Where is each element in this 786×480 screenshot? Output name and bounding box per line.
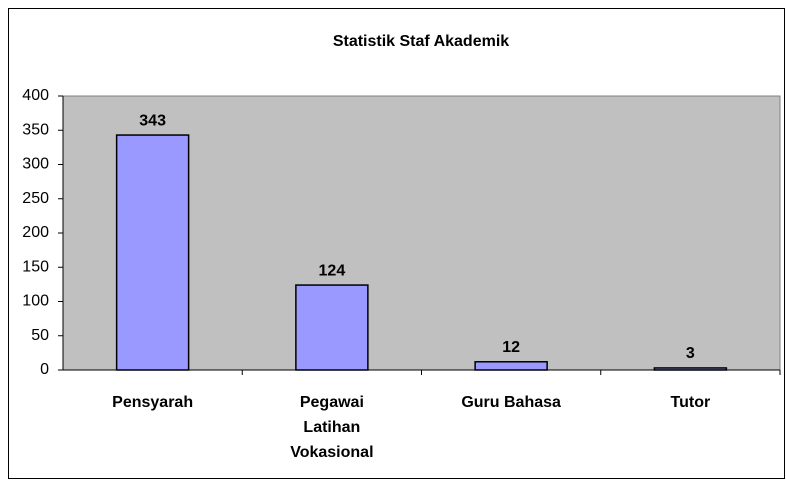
bar — [474, 361, 548, 371]
y-tick-label: 50 — [31, 327, 49, 344]
x-tick-label: Tutor — [670, 394, 711, 411]
chart-title: Statistik Staf Akademik — [333, 33, 509, 50]
data-label: 343 — [139, 112, 166, 129]
y-tick-label: 150 — [22, 258, 49, 275]
bar — [295, 284, 369, 371]
bar — [653, 367, 728, 371]
y-tick-label: 400 — [22, 87, 49, 104]
bar — [115, 134, 190, 371]
y-tick-label: 200 — [22, 224, 49, 241]
y-tick-label: 0 — [40, 361, 49, 378]
data-label: 124 — [319, 262, 346, 279]
x-tick-label: Guru Bahasa — [461, 394, 561, 411]
x-tick-label: Pegawai Latihan Vokasional — [290, 394, 374, 461]
y-tick-label: 350 — [22, 121, 49, 138]
y-tick-label: 300 — [22, 156, 49, 173]
y-tick-label: 100 — [22, 293, 49, 310]
y-tick-label: 250 — [22, 190, 49, 207]
data-label: 12 — [502, 339, 520, 356]
x-tick-label: Pensyarah — [112, 394, 194, 411]
data-label: 3 — [686, 345, 695, 362]
